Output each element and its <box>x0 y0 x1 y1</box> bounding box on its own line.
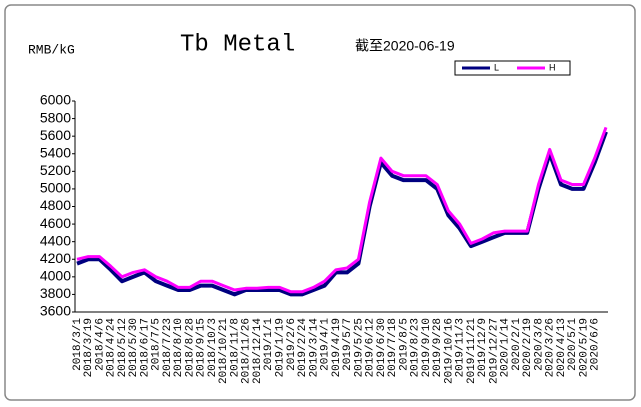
x-tick-label: 2018/4/6 <box>94 318 106 371</box>
x-tick-label: 2019/5/7 <box>342 318 354 371</box>
y-tick-label: 5400 <box>40 144 71 160</box>
x-tick-label: 2019/1/19 <box>275 318 287 377</box>
y-tick-label: 5200 <box>40 162 71 178</box>
y-tick-label: 4800 <box>40 197 71 213</box>
chart-title: Tb Metal <box>180 31 295 58</box>
y-tick-label: 4000 <box>40 268 71 284</box>
x-tick-label: 2019/9/10 <box>421 318 433 377</box>
x-tick-label: 2019/6/30 <box>376 318 388 377</box>
x-tick-label: 2019/11/3 <box>455 318 467 377</box>
x-tick-label: 2018/8/10 <box>173 318 185 377</box>
y-tick-label: 5800 <box>40 109 71 125</box>
x-tick-label: 2019/1/1 <box>263 318 275 371</box>
x-tick-label: 2018/12/14 <box>252 318 264 384</box>
x-tick-label: 2018/10/3 <box>207 318 219 377</box>
x-tick-label: 2018/6/17 <box>139 318 151 377</box>
x-tick-label: 2019/4/19 <box>331 318 343 377</box>
x-tick-label: 2018/5/12 <box>117 318 129 377</box>
x-tick-label: 2019/12/27 <box>488 318 500 384</box>
y-tick-label: 4200 <box>40 250 71 266</box>
series-line <box>76 131 608 297</box>
x-tick-label: 2018/11/26 <box>241 318 253 384</box>
x-tick-label: 2018/11/8 <box>229 318 241 377</box>
x-tick-label: 2019/5/25 <box>353 318 365 377</box>
x-tick-label: 2020/3/26 <box>545 318 557 377</box>
y-tick-label: 5000 <box>40 180 71 196</box>
x-tick-label: 2020/4/13 <box>556 318 568 377</box>
x-tick-label: 2019/12/9 <box>477 318 489 377</box>
x-tick-label: 2018/3/1 <box>72 318 84 371</box>
x-tick-label: 2018/10/21 <box>218 318 230 384</box>
x-tick-label: 2018/3/19 <box>83 318 95 377</box>
y-tick-label: 3600 <box>40 303 71 319</box>
y-tick-label: 6000 <box>40 92 71 108</box>
legend-label: H <box>549 62 556 72</box>
x-tick-label: 2019/4/1 <box>320 318 332 371</box>
x-tick-label: 2019/8/23 <box>410 318 422 377</box>
x-tick-label: 2018/7/23 <box>162 318 174 377</box>
x-tick-label: 2019/2/6 <box>286 318 298 371</box>
x-tick-label: 2018/8/28 <box>184 318 196 377</box>
x-tick-label: 2019/3/14 <box>308 318 320 378</box>
series-line <box>76 126 608 294</box>
y-tick-label: 3800 <box>40 285 71 301</box>
x-tick-label: 2020/5/1 <box>567 318 579 371</box>
x-tick-label: 2018/4/24 <box>106 318 118 378</box>
legend-box <box>454 60 571 76</box>
x-tick-label: 2019/11/21 <box>466 318 478 384</box>
x-tick-label: 2018/5/30 <box>128 318 140 377</box>
x-tick-label: 2019/9/28 <box>432 318 444 377</box>
y-axis-label: RMB/kG <box>28 42 75 57</box>
legend-label: L <box>494 62 499 72</box>
x-tick-label: 2018/9/15 <box>196 318 208 377</box>
x-tick-label: 2019/10/16 <box>443 318 455 384</box>
x-tick-label: 2020/2/1 <box>511 318 523 371</box>
y-tick-label: 4400 <box>40 232 71 248</box>
x-tick-label: 2020/1/14 <box>500 318 512 378</box>
x-tick-label: 2018/7/5 <box>151 318 163 371</box>
chart-subtitle: 截至2020-06-19 <box>355 38 455 54</box>
x-tick-label: 2019/7/18 <box>387 318 399 377</box>
y-tick-label: 5600 <box>40 127 71 143</box>
x-tick-label: 2020/2/19 <box>522 318 534 377</box>
x-tick-label: 2019/6/12 <box>365 318 377 377</box>
x-tick-label: 2020/5/19 <box>578 318 590 377</box>
x-tick-label: 2020/6/6 <box>590 318 602 371</box>
x-tick-label: 2019/8/5 <box>398 318 410 371</box>
x-tick-label: 2020/3/8 <box>533 318 545 371</box>
x-tick-label: 2019/2/24 <box>297 318 309 378</box>
y-tick-label: 4600 <box>40 215 71 231</box>
chart-frame <box>4 4 636 401</box>
